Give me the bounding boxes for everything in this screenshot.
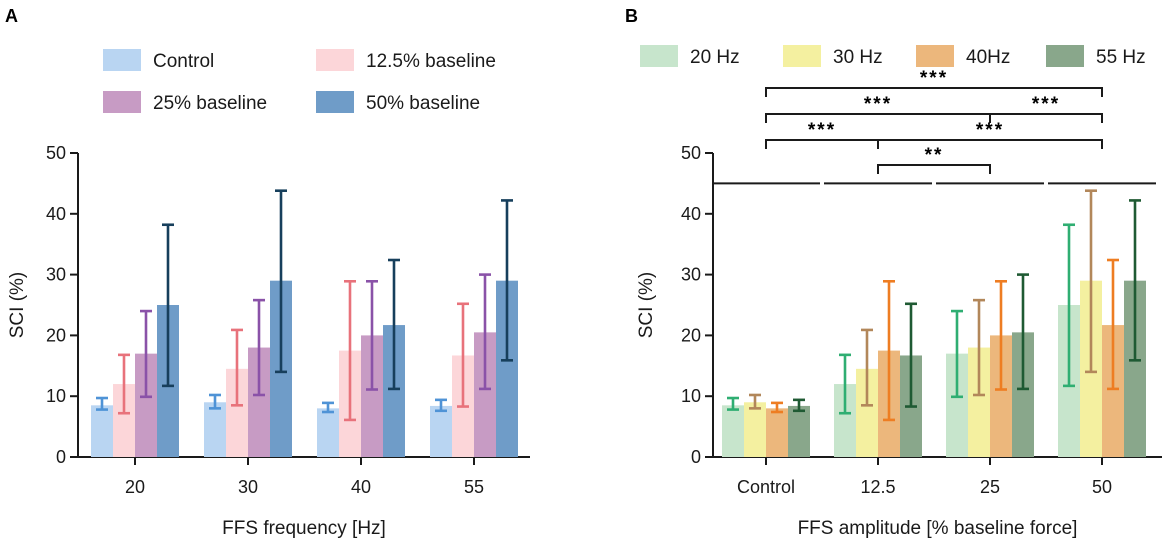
significance-bracket-4 bbox=[877, 139, 1103, 149]
x-axis-title: FFS frequency [Hz] bbox=[222, 518, 386, 539]
y-tick-label-2: 20 bbox=[681, 325, 701, 345]
bar-0-3 bbox=[430, 405, 452, 457]
bar-1-0 bbox=[744, 402, 766, 457]
significance-bracket-3 bbox=[765, 139, 879, 149]
bar-3-3 bbox=[1124, 280, 1146, 457]
legend-label-2: 25% baseline bbox=[153, 93, 267, 114]
bar-2-1 bbox=[248, 347, 270, 457]
y-tick-label-1: 10 bbox=[46, 386, 66, 406]
bar-0-1 bbox=[204, 402, 226, 457]
x-tick-label-1: 30 bbox=[238, 477, 258, 497]
legend-label-2: 40Hz bbox=[966, 47, 1010, 68]
x-tick-label-2: 40 bbox=[351, 477, 371, 497]
bar-2-0 bbox=[766, 408, 788, 457]
bar-3-0 bbox=[788, 405, 810, 457]
bar-2-2 bbox=[361, 335, 383, 457]
bar-0-2 bbox=[317, 408, 339, 457]
bar-3-2 bbox=[383, 325, 405, 457]
legend-swatch-2 bbox=[916, 45, 954, 67]
bar-1-0 bbox=[113, 384, 135, 457]
bar-2-3 bbox=[474, 332, 496, 457]
significance-bracket-1 bbox=[765, 113, 991, 123]
bar-1-1 bbox=[856, 368, 878, 457]
y-tick-label-4: 40 bbox=[46, 204, 66, 224]
y-tick-label-5: 50 bbox=[46, 143, 66, 163]
y-tick-label-2: 20 bbox=[46, 325, 66, 345]
y-tick-label-5: 50 bbox=[681, 143, 701, 163]
bar-1-2 bbox=[968, 347, 990, 457]
bar-0-1 bbox=[834, 384, 856, 457]
x-tick-label-0: Control bbox=[737, 477, 795, 497]
legend-swatch-1 bbox=[316, 49, 354, 71]
bar-1-1 bbox=[226, 368, 248, 457]
x-tick-label-2: 25 bbox=[980, 477, 1000, 497]
y-axis-title: SCI (%) bbox=[7, 272, 28, 339]
panel-a: A Control 12.5% baseline 25% baseline 50% ba… bbox=[5, 6, 530, 539]
bar-2-0 bbox=[135, 353, 157, 457]
bar-3-2 bbox=[1012, 332, 1034, 457]
y-tick-label-0: 0 bbox=[56, 447, 66, 467]
panel-letter: B bbox=[625, 6, 638, 26]
bar-0-0 bbox=[722, 405, 744, 457]
legend-swatch-2 bbox=[103, 91, 141, 113]
legend-label-3: 55 Hz bbox=[1096, 47, 1146, 68]
bar-3-3 bbox=[496, 280, 518, 457]
legend-swatch-1 bbox=[783, 45, 821, 67]
significance-bracket-0 bbox=[765, 87, 1103, 97]
x-tick-label-1: 12.5 bbox=[860, 477, 895, 497]
x-tick-label-3: 55 bbox=[464, 477, 484, 497]
y-tick-label-1: 10 bbox=[681, 386, 701, 406]
legend-label-3: 50% baseline bbox=[366, 93, 480, 114]
legend-swatch-3 bbox=[316, 91, 354, 113]
bar-2-2 bbox=[990, 335, 1012, 457]
legend-label-1: 12.5% baseline bbox=[366, 51, 496, 72]
legend-label-1: 30 Hz bbox=[833, 47, 883, 68]
legend-swatch-3 bbox=[1046, 45, 1084, 67]
bar-0-0 bbox=[91, 405, 113, 457]
significance-label-4: *** bbox=[976, 120, 1004, 141]
y-tick-label-3: 30 bbox=[46, 265, 66, 285]
y-tick-label-0: 0 bbox=[691, 447, 701, 467]
significance-label-2: *** bbox=[1032, 94, 1060, 115]
significance-label-1: *** bbox=[864, 94, 892, 115]
y-axis-title: SCI (%) bbox=[636, 272, 657, 339]
legend-swatch-0 bbox=[640, 45, 678, 67]
panel-b: B 20 Hz 30 Hz 40Hz 55 Hz 0 10 20 30 40 50 SCI (%) Co… bbox=[625, 6, 1162, 539]
x-tick-label-3: 50 bbox=[1092, 477, 1112, 497]
y-tick-label-4: 40 bbox=[681, 204, 701, 224]
legend-label-0: Control bbox=[153, 51, 214, 72]
significance-label-0: *** bbox=[920, 68, 948, 89]
significance-label-3: *** bbox=[808, 120, 836, 141]
bar-2-3 bbox=[1102, 325, 1124, 457]
significance-label-5: ** bbox=[925, 145, 944, 166]
x-tick-label-0: 20 bbox=[125, 477, 145, 497]
panel-letter: A bbox=[5, 6, 18, 26]
legend-swatch-0 bbox=[103, 49, 141, 71]
significance-bracket-5 bbox=[877, 164, 991, 174]
x-axis-title: FFS amplitude [% baseline force] bbox=[798, 518, 1078, 539]
significance-bracket-2 bbox=[989, 113, 1103, 123]
legend-label-0: 20 Hz bbox=[690, 47, 740, 68]
bar-0-2 bbox=[946, 353, 968, 457]
y-tick-label-3: 30 bbox=[681, 265, 701, 285]
